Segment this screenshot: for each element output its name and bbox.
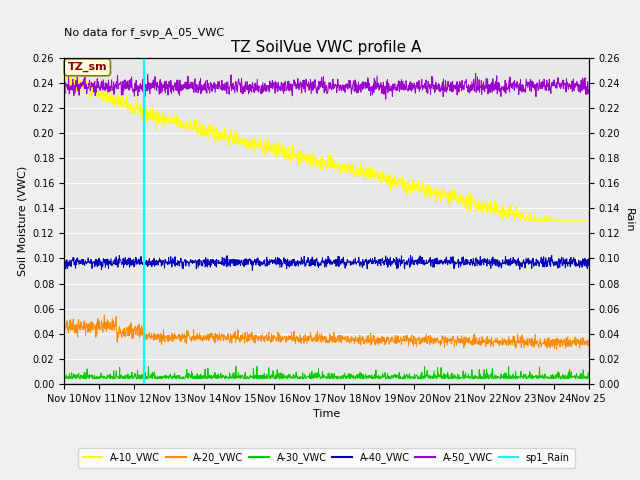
X-axis label: Time: Time bbox=[313, 409, 340, 419]
Text: TZ_sm: TZ_sm bbox=[67, 62, 107, 72]
Legend: A-10_VWC, A-20_VWC, A-30_VWC, A-40_VWC, A-50_VWC, sp1_Rain: A-10_VWC, A-20_VWC, A-30_VWC, A-40_VWC, … bbox=[78, 448, 575, 468]
Y-axis label: Soil Moisture (VWC): Soil Moisture (VWC) bbox=[17, 166, 27, 276]
Title: TZ SoilVue VWC profile A: TZ SoilVue VWC profile A bbox=[231, 40, 422, 55]
Y-axis label: Rain: Rain bbox=[624, 208, 634, 233]
Text: No data for f_svp_A_05_VWC: No data for f_svp_A_05_VWC bbox=[64, 27, 224, 38]
